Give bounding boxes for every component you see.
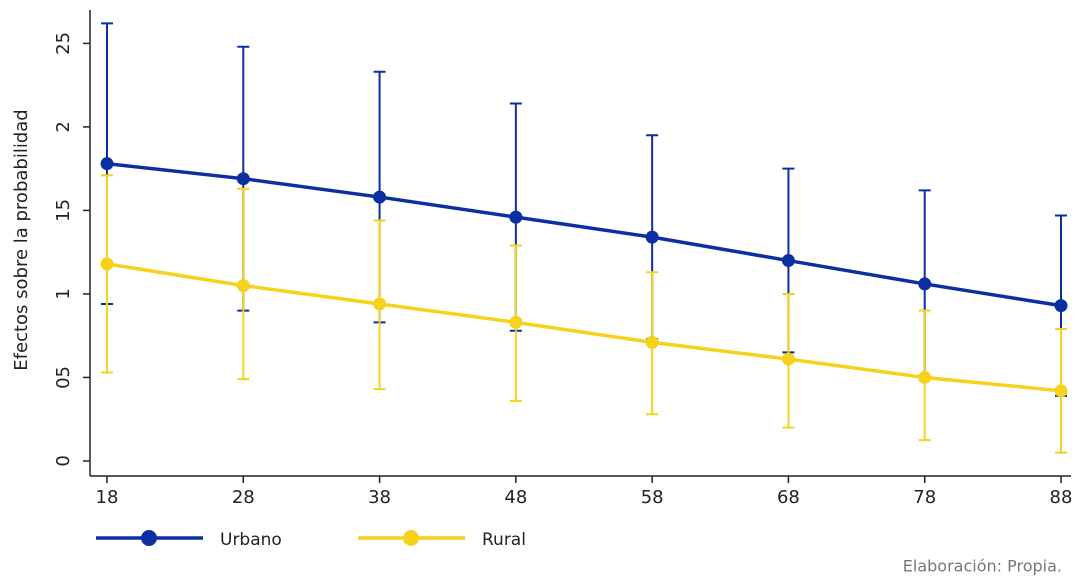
point xyxy=(1054,384,1068,398)
x-tick-label: 38 xyxy=(368,487,391,508)
point xyxy=(236,172,250,186)
y-tick-label: 15 xyxy=(53,199,74,222)
series-line xyxy=(106,262,1062,393)
point xyxy=(100,257,114,271)
source-note: Elaboración: Propia. xyxy=(903,557,1062,576)
point xyxy=(373,190,387,204)
y-tick-label: 2 xyxy=(53,121,74,132)
point xyxy=(509,315,523,329)
point xyxy=(1054,299,1068,313)
legend-label: Urbano xyxy=(220,530,282,550)
legend-marker xyxy=(403,530,419,546)
point xyxy=(781,254,795,268)
point xyxy=(100,157,114,171)
y-axis-title: Efectos sobre la probabilidad xyxy=(11,109,32,370)
point xyxy=(918,370,932,384)
point xyxy=(373,297,387,311)
y-tick-label: 05 xyxy=(53,366,74,389)
y-tick-label: 25 xyxy=(53,32,74,55)
point xyxy=(645,230,659,244)
x-tick-label: 48 xyxy=(504,487,527,508)
x-tick-label: 58 xyxy=(641,487,664,508)
point xyxy=(918,277,932,291)
x-tick-label: 18 xyxy=(96,487,119,508)
x-tick-label: 78 xyxy=(913,487,936,508)
point xyxy=(509,210,523,224)
series-line xyxy=(106,161,1062,308)
x-tick-label: 68 xyxy=(777,487,800,508)
x-tick-label: 28 xyxy=(232,487,255,508)
y-tick-label: 1 xyxy=(53,288,74,299)
y-tick-label: 0 xyxy=(53,455,74,466)
point xyxy=(236,279,250,293)
legend-marker xyxy=(141,530,157,546)
point xyxy=(645,335,659,349)
point xyxy=(781,352,795,366)
x-tick-label: 88 xyxy=(1050,487,1073,508)
error-bar xyxy=(101,174,113,374)
legend-label: Rural xyxy=(482,530,526,550)
